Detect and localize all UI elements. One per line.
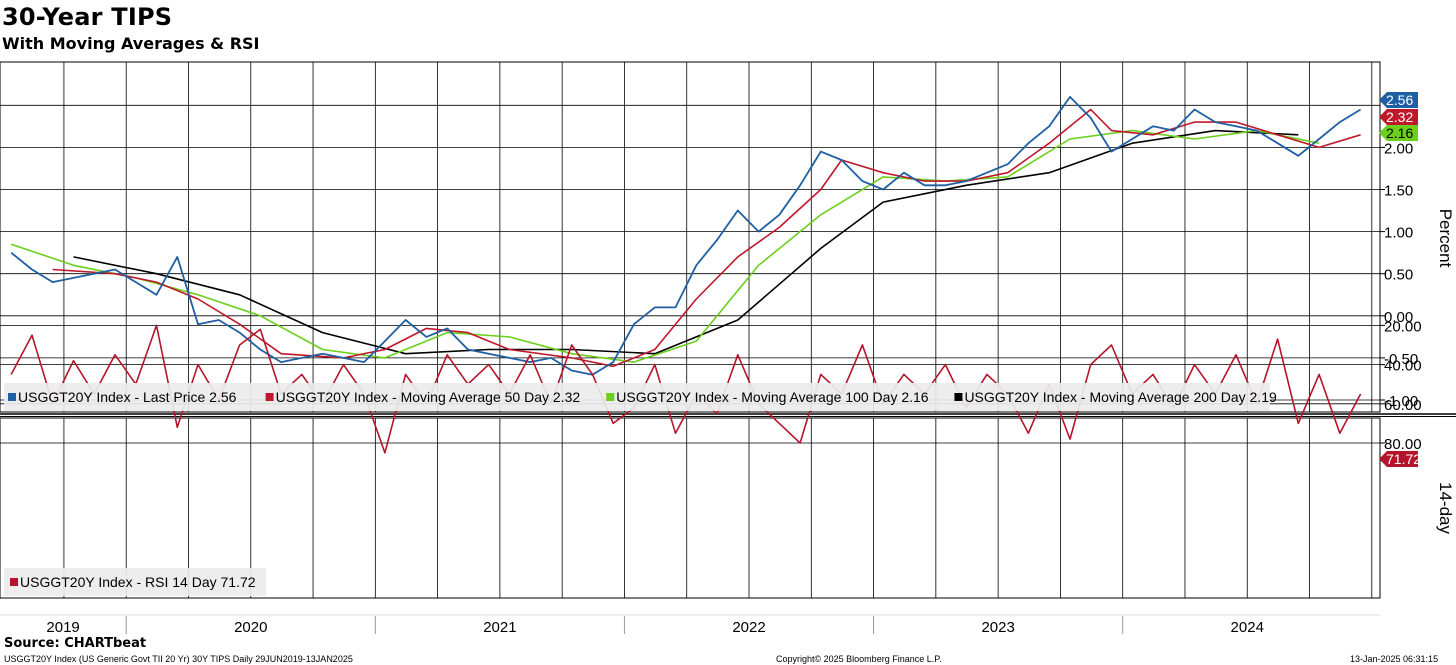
- footer-copyright: Copyright© 2025 Bloomberg Finance L.P.: [776, 654, 942, 664]
- page-subtitle: With Moving Averages & RSI: [2, 34, 260, 53]
- source-label: Source: CHARTbeat: [4, 636, 147, 651]
- ma200-series-line: [73, 129, 1299, 355]
- rsi-legend-label: USGGT20Y Index - RSI 14 Day 71.72: [20, 574, 256, 590]
- y-tick-label-top: -1.00: [1384, 393, 1418, 410]
- price-legend-label: USGGT20Y Index - Last Price 2.56: [18, 389, 237, 405]
- price-legend-swatch: [8, 393, 16, 401]
- y-axis-title-rsi: 14-day: [1436, 482, 1455, 534]
- ma50-flag: 2.32: [1386, 109, 1413, 125]
- y-tick-label-top: 1.00: [1384, 225, 1413, 242]
- y-tick-label-top: -0.50: [1384, 351, 1418, 368]
- footer-timestamp: 13-Jan-2025 06:31:15: [1350, 654, 1439, 664]
- y-tick-label-rsi: 60.00: [1384, 397, 1422, 414]
- y-tick-label-top: 2.00: [1384, 140, 1413, 157]
- x-tick-label: 2023: [981, 619, 1014, 636]
- ma50-flag-bg: [1379, 109, 1418, 125]
- y-tick-label-top: 0.50: [1384, 267, 1413, 284]
- last-price-flag: 2.56: [1386, 92, 1413, 108]
- footer-description: USGGT20Y Index (US Generic Govt TII 20 Y…: [4, 654, 353, 664]
- x-tick-label: 2020: [234, 619, 267, 636]
- ma200-legend-swatch: [954, 393, 963, 401]
- y-tick-label-top: 0.00: [1384, 309, 1413, 326]
- ma100-legend-label: USGGT20Y Index - Moving Average 100 Day …: [616, 389, 929, 405]
- price-series-line: [10, 96, 1362, 376]
- x-tick-label: 2024: [1231, 619, 1264, 636]
- rsi-flag: 71.72: [1386, 451, 1421, 467]
- y-axis-title-top: Percent: [1436, 209, 1455, 268]
- page-title: 30-Year TIPS: [2, 3, 173, 31]
- main-legend-box: [4, 383, 1270, 411]
- ma50-legend-label: USGGT20Y Index - Moving Average 50 Day 2…: [276, 389, 581, 405]
- rsi-flag-bg: [1379, 451, 1418, 467]
- x-tick-label: 2019: [46, 619, 79, 636]
- ma100-flag: 2.16: [1386, 125, 1413, 141]
- x-tick-label: 2022: [732, 619, 765, 636]
- rsi-legend-swatch: [10, 578, 18, 586]
- ma50-legend-swatch: [265, 393, 274, 401]
- rsi-panel-frame: [0, 417, 1381, 599]
- x-tick-label: 2021: [483, 619, 516, 636]
- ma100-legend-swatch: [606, 393, 615, 401]
- y-tick-label-rsi: 20.00: [1384, 318, 1422, 335]
- y-tick-label-rsi: 80.00: [1384, 436, 1422, 453]
- rsi-legend-box: [4, 568, 266, 596]
- ma200-legend-label: USGGT20Y Index - Moving Average 200 Day …: [964, 389, 1277, 405]
- main-panel-frame: [0, 61, 1381, 413]
- ma100-flag-bg: [1379, 125, 1418, 141]
- last-price-flag-bg: [1379, 92, 1418, 108]
- y-tick-label-top: 1.50: [1384, 183, 1413, 200]
- y-tick-label-rsi: 40.00: [1384, 358, 1422, 375]
- ma50-series-line: [52, 108, 1361, 368]
